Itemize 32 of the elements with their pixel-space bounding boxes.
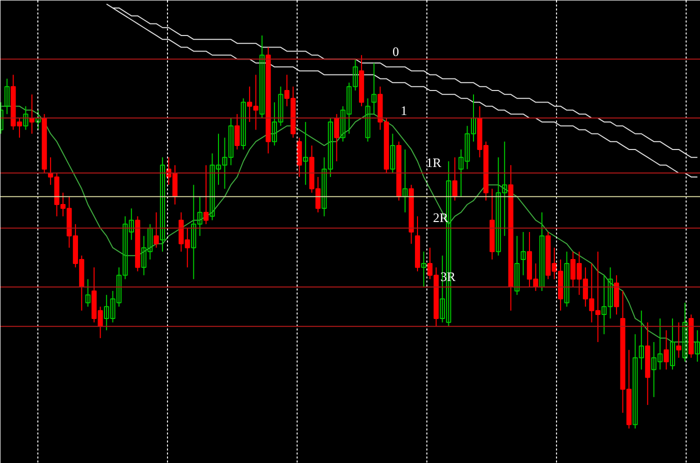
candlestick (564, 251, 570, 308)
candlestick (664, 330, 669, 370)
candlestick (402, 148, 408, 213)
candlestick (365, 98, 370, 142)
annotation: 1 (400, 103, 408, 118)
candlestick (371, 62, 377, 115)
candlestick (614, 274, 620, 316)
candlestick (85, 278, 90, 308)
candlestick (4, 78, 10, 115)
candlestick (676, 322, 682, 358)
candlestick (539, 212, 544, 292)
candlestick (682, 302, 688, 362)
candlestick (334, 114, 340, 162)
candlestick (36, 110, 41, 130)
candlestick (296, 137, 302, 178)
candlestick (160, 156, 166, 252)
candlestick (694, 330, 700, 362)
candlestick (240, 98, 246, 150)
candlestick (154, 212, 159, 248)
candlestick (452, 156, 458, 202)
annotation: 1R (426, 155, 442, 170)
candlestick (234, 114, 240, 150)
candlestick (390, 133, 396, 174)
candlestick (520, 232, 526, 276)
candlestick (204, 164, 209, 225)
candlestick (23, 106, 28, 130)
candlestick (259, 34, 265, 119)
candlestick (421, 251, 426, 288)
annotation: 0 (392, 44, 399, 60)
candlestick (303, 121, 308, 186)
candlestick (670, 318, 676, 370)
candlestick (514, 235, 520, 296)
